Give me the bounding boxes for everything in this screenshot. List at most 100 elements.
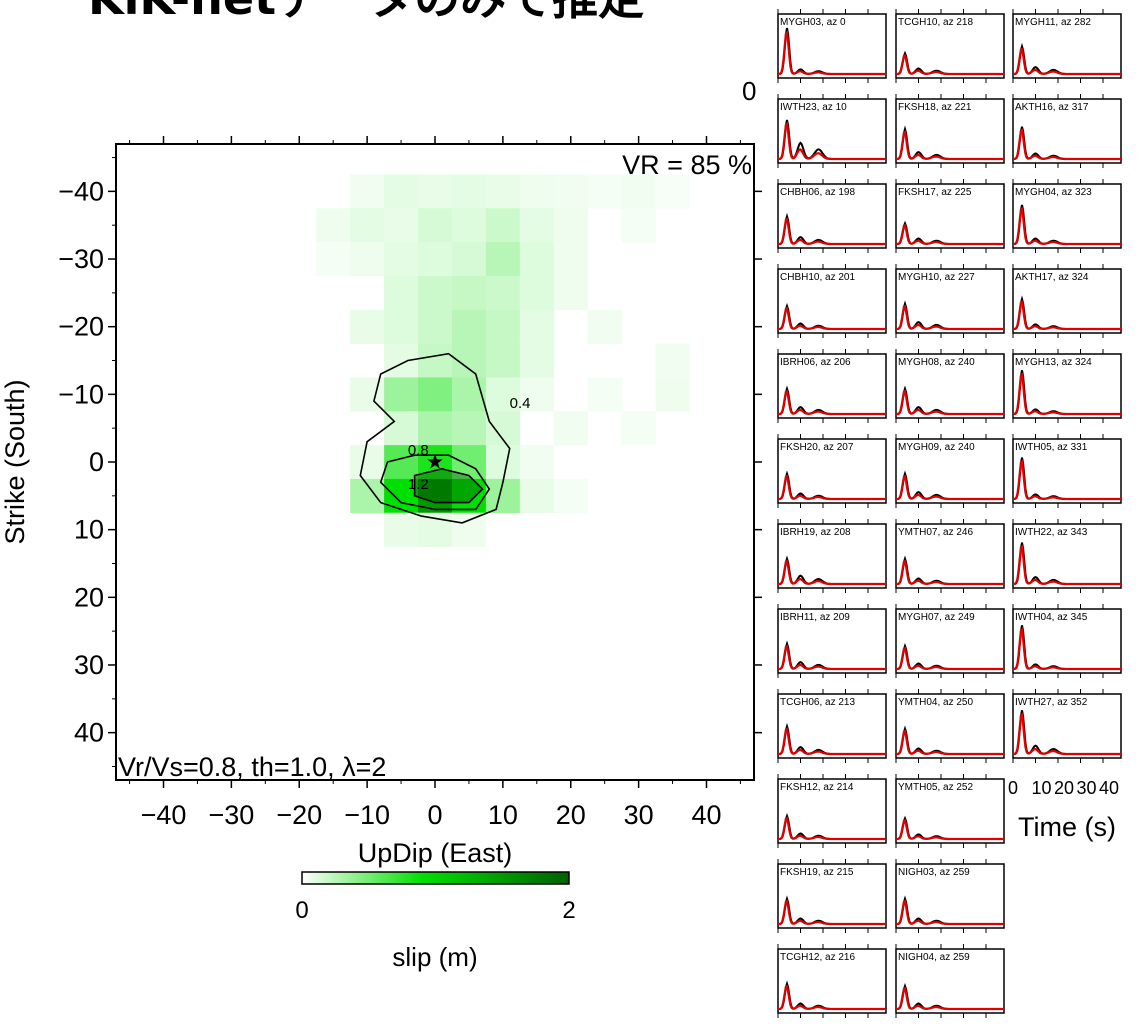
y-tick-label: −30 — [58, 244, 104, 274]
time-tick-label: 30 — [1076, 778, 1096, 798]
slip-cell — [418, 174, 453, 209]
waveform-frame — [777, 268, 887, 334]
waveform-frame — [895, 268, 1005, 334]
waveform-frame — [895, 863, 1005, 929]
station-label: MYGH08, az 240 — [898, 357, 975, 368]
slip-cell — [655, 377, 690, 412]
station-label: AKTH17, az 324 — [1015, 272, 1089, 283]
synthetic-waveform — [778, 306, 886, 331]
slip-cell — [485, 275, 521, 311]
x-tick-label: −40 — [141, 800, 187, 830]
slip-cell — [384, 512, 419, 547]
waveform-panel: IBRH19, az 208 — [777, 519, 887, 593]
waveform-frame — [1012, 98, 1122, 164]
slip-cell — [587, 309, 622, 344]
slip-cell — [451, 275, 487, 311]
waveform-frame — [1012, 608, 1122, 674]
waveform-panel: FKSH19, az 215 — [777, 859, 887, 933]
waveform-panel: IWTH04, az 345 — [1012, 604, 1122, 678]
station-label: MYGH09, az 240 — [898, 442, 975, 453]
time-axis-label: Time (s) — [1018, 812, 1116, 842]
waveform-frame — [777, 13, 887, 79]
synthetic-waveform — [896, 130, 1004, 161]
waveform-panel: IWTH05, az 331 — [1012, 434, 1122, 508]
waveform-frame — [895, 778, 1005, 844]
synthetic-waveform — [896, 646, 1004, 671]
station-label: IWTH22, az 343 — [1015, 527, 1088, 538]
slip-cell — [384, 343, 419, 378]
side-zero-label: 0 — [742, 76, 756, 106]
waveform-frame — [777, 863, 887, 929]
waveform-frame — [777, 353, 887, 419]
waveform-panel: AKTH17, az 324 — [1012, 264, 1122, 338]
slip-cell — [350, 309, 385, 344]
station-label: MYGH13, az 324 — [1015, 357, 1092, 368]
synthetic-waveform — [778, 816, 886, 841]
slip-contour — [359, 352, 511, 524]
x-tick-label: 0 — [427, 800, 442, 830]
slip-cell — [485, 377, 521, 412]
synthetic-waveform — [778, 899, 886, 926]
waveform-panel: MYGH08, az 240 — [895, 349, 1005, 423]
slip-cell — [350, 174, 385, 209]
slip-cell — [350, 445, 385, 480]
waveform-panel: MYGH11, az 282 — [1012, 9, 1122, 83]
station-label: MYGH10, az 227 — [898, 272, 975, 283]
waveform-frame — [895, 353, 1005, 419]
synthetic-waveform — [1012, 372, 1121, 416]
slip-cell — [451, 174, 487, 209]
slip-cell — [587, 174, 622, 209]
slip-cell — [519, 445, 555, 480]
slip-cell — [384, 174, 419, 209]
waveform-panel: FKSH17, az 225 — [895, 179, 1005, 253]
slip-cell — [418, 275, 453, 311]
waveform-panel: AKTH16, az 317 — [1012, 94, 1122, 168]
waveform-panels: MYGH03, az 0 IWTH23, az 10 CHBH06, az 198 C… — [777, 9, 1122, 1018]
synthetic-waveform — [777, 121, 886, 161]
station-label: CHBH06, az 198 — [780, 187, 855, 198]
colorbar-max-label: 2 — [562, 897, 575, 924]
slip-cell — [418, 309, 453, 344]
slip-cell — [451, 208, 487, 243]
waveform-panel: MYGH13, az 324 — [1012, 349, 1122, 423]
waveform-panel: NIGH04, az 259 — [895, 944, 1005, 1018]
synthetic-waveform — [1012, 627, 1121, 671]
waveform-panel: MYGH10, az 227 — [895, 264, 1005, 338]
slip-cell — [350, 208, 385, 243]
slip-map: 0.40.81.2−40 −30 −20 −10 0 10 20 30 40−40−30−20−… — [0, 136, 762, 868]
slip-cell — [519, 343, 555, 378]
slip-cell — [384, 309, 419, 344]
waveform-panel: IBRH06, az 206 — [777, 349, 887, 423]
waveform-frame — [1012, 13, 1122, 79]
slip-cell — [519, 478, 555, 514]
time-tick-label: 0 — [1008, 778, 1018, 798]
station-label: IWTH23, az 10 — [780, 102, 847, 113]
station-label: FKSH19, az 215 — [780, 867, 854, 878]
synthetic-waveform — [1012, 544, 1121, 586]
slip-cell — [451, 478, 487, 514]
time-tick-label: 40 — [1099, 778, 1119, 798]
slip-cell — [384, 242, 419, 277]
hypocenter-star-icon — [427, 454, 443, 469]
waveform-panel: IBRH11, az 209 — [777, 604, 887, 678]
station-label: CHBH10, az 201 — [780, 272, 855, 283]
waveform-panel: MYGH04, az 323 — [1012, 179, 1122, 253]
station-label: TCGH12, az 216 — [780, 952, 855, 963]
x-tick-label: 30 — [624, 800, 654, 830]
y-tick-label: 40 — [74, 718, 104, 748]
waveform-panel: FKSH18, az 221 — [895, 94, 1005, 168]
station-label: TCGH06, az 213 — [780, 697, 855, 708]
slip-cell — [655, 174, 690, 209]
slip-cell — [316, 242, 351, 277]
y-tick-label: −40 — [58, 176, 104, 206]
synthetic-waveform — [1012, 459, 1121, 501]
x-tick-label: −30 — [208, 800, 254, 830]
colorbar-min-label: 0 — [295, 897, 308, 924]
slip-cell — [519, 208, 555, 243]
slip-cell — [553, 242, 589, 277]
waveform-frame — [1012, 693, 1122, 759]
station-label: YMTH05, az 252 — [898, 782, 973, 793]
waveform-frame — [895, 523, 1005, 589]
waveform-frame — [777, 438, 887, 504]
